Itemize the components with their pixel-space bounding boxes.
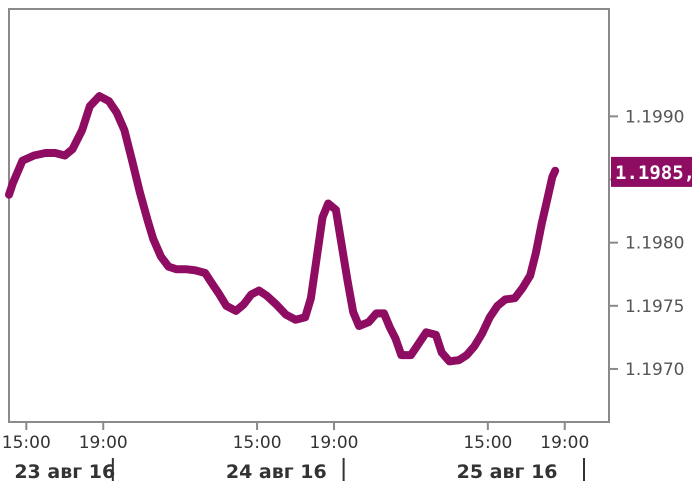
x-tick-label: 19:00 — [310, 433, 359, 453]
x-tick-label: 19:00 — [79, 433, 128, 453]
plot-frame — [8, 8, 610, 423]
last-value-badge: 1.1985, — [611, 156, 692, 187]
series-line — [5, 92, 560, 366]
x-tick-label: 15:00 — [233, 433, 282, 453]
day-label: 23 авг 16 — [14, 461, 115, 483]
y-tick-label: 1.1990 — [625, 107, 684, 127]
last-value-badge-bg — [611, 156, 692, 187]
x-tick-label: 19:00 — [540, 433, 589, 453]
y-tick-label: 1.1980 — [625, 234, 684, 254]
last-value-label: 1.1985, — [615, 162, 692, 184]
day-label: 24 авг 16 — [226, 461, 327, 483]
x-tick-label: 15:00 — [463, 433, 512, 453]
day-label: 25 авг 16 — [457, 461, 558, 483]
day-labels: 23 авг 16 24 авг 16 25 авг 16 — [14, 458, 585, 483]
x-tick-label: 15:00 — [2, 433, 51, 453]
x-axis: 15:00 19:00 15:00 19:00 15:00 19:00 — [2, 422, 589, 453]
y-tick-label: 1.1970 — [625, 360, 684, 380]
y-tick-label: 1.1975 — [625, 297, 684, 317]
plot-area — [5, 92, 560, 366]
